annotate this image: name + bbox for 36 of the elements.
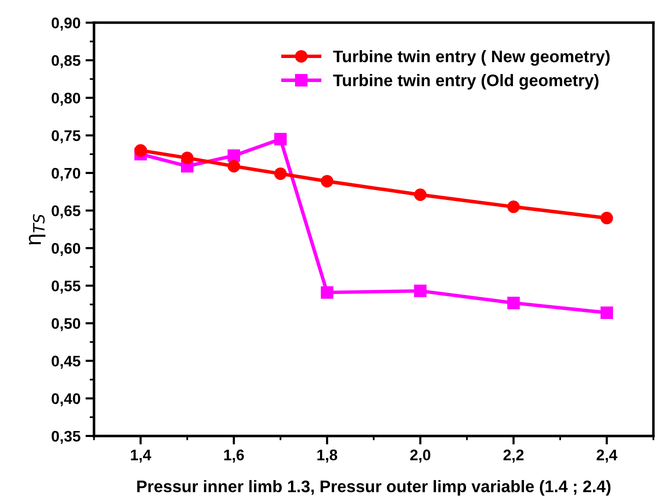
y-tick-label: 0,60 [52,242,80,256]
y-tick-label: 0,50 [52,318,80,332]
point [274,132,287,146]
point [320,174,334,188]
y-tick-label: 0,75 [52,130,80,144]
y-tick-label: 0,40 [52,393,80,406]
y-tick-label: 0,65 [52,205,80,218]
point [600,306,614,319]
x-tick-label: 2,4 [596,450,618,463]
x-tick-label: 2,0 [410,450,430,463]
y-tick-label: 0,35 [52,430,80,444]
point [320,286,334,299]
point [414,188,427,202]
legend-label: Turbine twin entry (Old geometry) [333,74,598,90]
y-axis-title: η$_{TS}$ [28,214,46,245]
point [134,144,147,157]
point [228,160,240,172]
y-tick-label: 0,70 [52,168,80,181]
x-tick-label: 1,8 [317,450,338,463]
point [507,296,520,310]
y-tick-label: 0,90 [52,18,80,31]
point [507,200,520,214]
y-tick-label: 0,55 [52,280,80,294]
y-tick-label: 0,45 [52,356,80,369]
x-tick-label: 2,2 [503,450,524,463]
point [228,149,240,162]
y-tick-label: 0,80 [52,92,80,106]
legend-label: Turbine twin entry ( New geometry) [333,50,610,66]
point [180,152,194,164]
x-tick-label: 1,4 [130,450,152,463]
x-tick-label: 1,6 [224,450,244,463]
y-tick-label: 0,85 [52,55,80,68]
point [414,284,427,298]
point [600,212,614,224]
x-axis-title: Pressur inner limb 1.3, Pressur outer limp variable (1.4 ; 2.4) [137,480,610,496]
point [274,167,287,180]
